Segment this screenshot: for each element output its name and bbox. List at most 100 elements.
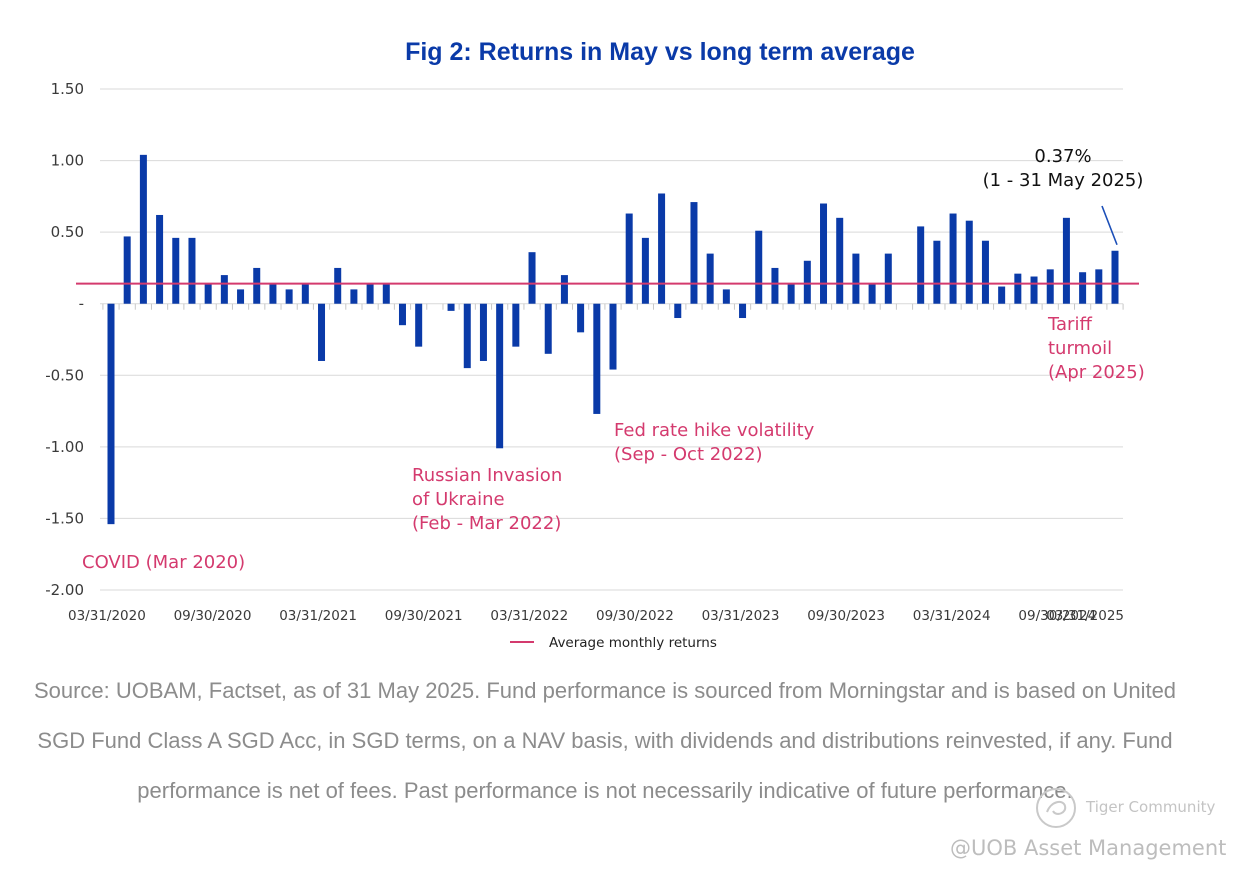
bar [852, 253, 860, 304]
x-tick-label: 09/30/2024 [1018, 608, 1096, 624]
x-tick-label: 09/30/2021 [385, 608, 463, 624]
bar [690, 202, 698, 304]
bar [722, 289, 730, 304]
bar [496, 303, 504, 449]
legend-label: Average monthly returns [549, 635, 717, 651]
bar [577, 303, 585, 333]
bar [933, 240, 941, 304]
bar [318, 303, 326, 361]
y-axis-ticks: 1.50 1.00 0.50 - -0.50 -1.00 -1.50 -2.00 [45, 80, 84, 599]
bar [237, 289, 245, 304]
bar [415, 303, 423, 347]
y-tick-label: 0.50 [51, 223, 84, 241]
bar [139, 154, 147, 304]
bar [301, 283, 309, 304]
annotation-line: Russian Invasion [412, 465, 562, 486]
bar [706, 253, 714, 304]
bar [398, 303, 406, 326]
annotation-line: (Feb - Mar 2022) [412, 513, 561, 534]
callout-connector [1101, 205, 1118, 246]
bar [123, 236, 131, 304]
bar [544, 303, 552, 354]
x-tick-label: 03/31/2022 [490, 608, 568, 624]
bar [771, 267, 779, 304]
bar [593, 303, 601, 414]
bar [949, 213, 957, 304]
annotation-line: Fed rate hike volatility [614, 420, 815, 441]
annotation-line: (1 - 31 May 2025) [983, 170, 1144, 191]
y-tick-label: -2.00 [45, 581, 84, 599]
x-tick-label: 09/30/2022 [596, 608, 674, 624]
y-tick-label: -0.50 [45, 366, 84, 384]
bar [1062, 217, 1070, 304]
bar [528, 252, 536, 304]
grid-lines [100, 88, 1123, 591]
annotation-line: (Sep - Oct 2022) [614, 444, 763, 465]
y-tick-label: -1.50 [45, 509, 84, 527]
bar [868, 283, 876, 304]
bar [755, 230, 763, 304]
chart-title: Fig 2: Returns in May vs long term avera… [405, 38, 915, 66]
bar [965, 220, 973, 304]
returns-chart: Fig 2: Returns in May vs long term avera… [45, 38, 1145, 651]
annotation-text: Tariff turmoil (Apr 2025) [1047, 314, 1145, 383]
bar [1079, 272, 1087, 304]
bar [981, 240, 989, 304]
annotations: COVID (Mar 2020) Russian Invasion of Ukrai… [82, 146, 1145, 573]
bar [220, 275, 228, 304]
bar [641, 237, 649, 304]
bar [334, 267, 342, 304]
bar [803, 260, 811, 304]
bar [1046, 269, 1054, 304]
x-tick-label: 09/30/2023 [807, 608, 885, 624]
x-tick-label: 03/31/2023 [702, 608, 780, 624]
y-tick-label: 1.00 [51, 152, 84, 170]
x-tick-label: 09/30/2020 [174, 608, 252, 624]
x-tick-label: 03/31/2020 [68, 608, 146, 624]
bar [1111, 250, 1119, 304]
source-note: Source: UOBAM, Factset, as of 31 May 202… [33, 678, 1177, 803]
annotation-line: 0.37% [1034, 146, 1091, 167]
bar [884, 253, 892, 304]
bar [447, 303, 455, 311]
bar [560, 275, 568, 304]
annotation-text: COVID (Mar 2020) [82, 552, 245, 573]
bars [102, 154, 1124, 525]
bar [998, 286, 1006, 304]
annotation-text: 0.37% (1 - 31 May 2025) [983, 146, 1144, 191]
x-tick-label: 03/31/2021 [279, 608, 357, 624]
bar [253, 267, 261, 304]
bar [188, 237, 196, 304]
y-tick-label: 1.50 [51, 80, 84, 98]
annotation-line: COVID (Mar 2020) [82, 552, 245, 573]
x-tick-label: 03/31/2024 [913, 608, 991, 624]
bar [609, 303, 617, 370]
x-axis-ticks: 03/31/2020 09/30/2020 03/31/2021 09/30/2021… [68, 608, 1124, 624]
annotation-text: Fed rate hike volatility (Sep - Oct 2022) [614, 420, 815, 465]
bar [658, 193, 666, 304]
bar [512, 303, 520, 347]
annotation-line: Tariff [1047, 314, 1092, 335]
x-tick-label: 03/31/2025 [1046, 608, 1124, 624]
legend: Average monthly returns [510, 635, 717, 651]
bar [820, 203, 828, 304]
annotation-text: Russian Invasion of Ukraine (Feb - Mar 202… [412, 465, 562, 534]
bar [285, 289, 293, 304]
bar [269, 283, 277, 304]
bar [382, 283, 390, 304]
bar [107, 303, 115, 525]
annotation-line: turmoil [1048, 338, 1112, 359]
bar [172, 237, 180, 304]
x-axis-tick-marks [102, 303, 1124, 310]
bar [479, 303, 487, 361]
bar [1014, 273, 1022, 304]
watermark-handle: @UOB Asset Management [950, 836, 1227, 860]
bar [204, 283, 212, 304]
bar [463, 303, 471, 369]
annotation-line: (Apr 2025) [1048, 362, 1145, 383]
bar [739, 303, 747, 319]
bar [1030, 276, 1038, 304]
bar [836, 217, 844, 304]
bar [625, 213, 633, 304]
bar [350, 289, 358, 304]
